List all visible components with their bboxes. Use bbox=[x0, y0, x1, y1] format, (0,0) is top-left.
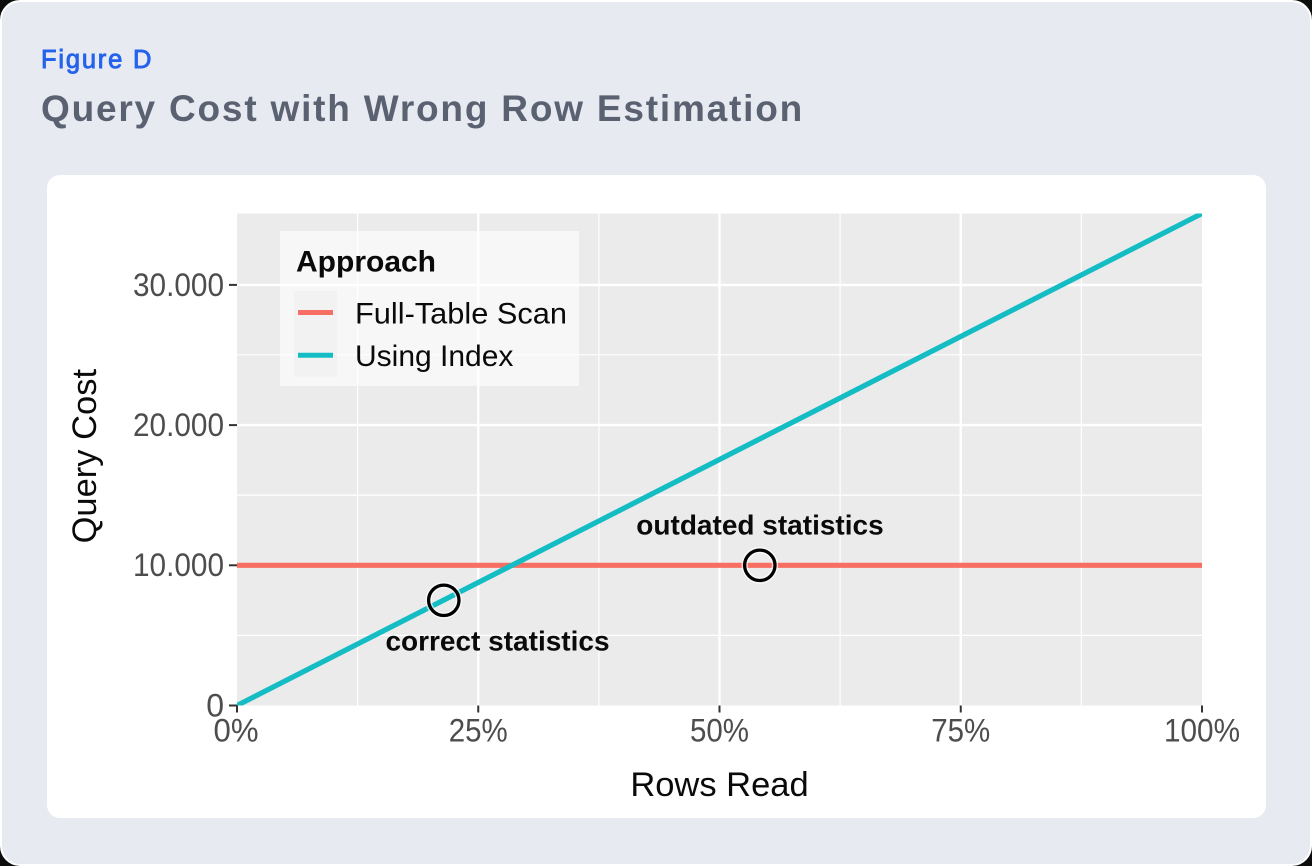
svg-text:Query Cost: Query Cost bbox=[66, 369, 104, 544]
svg-text:Using Index: Using Index bbox=[355, 340, 513, 373]
svg-text:Query Cost with Wrong Row Esti: Query Cost with Wrong Row Estimation bbox=[41, 88, 804, 129]
svg-text:0: 0 bbox=[206, 688, 224, 724]
svg-text:10.000: 10.000 bbox=[133, 547, 224, 583]
svg-text:Figure D: Figure D bbox=[41, 46, 153, 74]
svg-text:75%: 75% bbox=[931, 713, 990, 749]
svg-text:30.000: 30.000 bbox=[133, 267, 224, 303]
svg-text:Approach: Approach bbox=[296, 246, 436, 279]
svg-text:Full-Table Scan: Full-Table Scan bbox=[355, 297, 567, 330]
svg-text:100%: 100% bbox=[1164, 713, 1240, 749]
svg-text:Rows Read: Rows Read bbox=[630, 766, 808, 804]
svg-text:correct statistics: correct statistics bbox=[385, 626, 609, 657]
svg-text:50%: 50% bbox=[690, 713, 749, 749]
svg-text:outdated statistics: outdated statistics bbox=[636, 510, 883, 541]
svg-text:0%: 0% bbox=[214, 713, 259, 749]
svg-text:25%: 25% bbox=[449, 713, 508, 749]
svg-text:20.000: 20.000 bbox=[133, 407, 224, 443]
